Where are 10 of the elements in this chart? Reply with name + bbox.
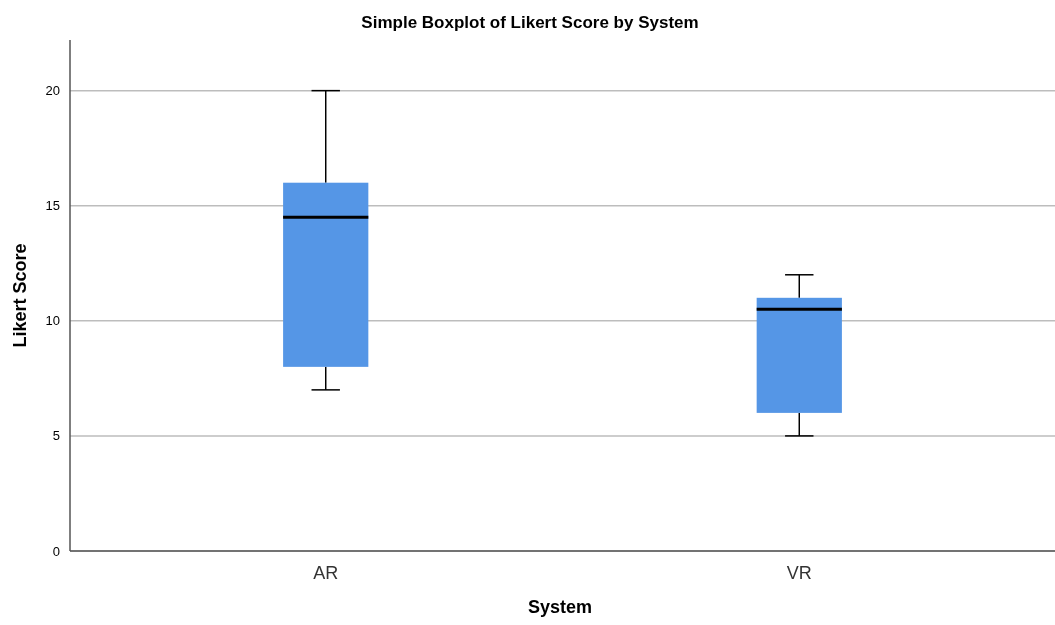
y-tick-label: 15 <box>45 198 60 214</box>
y-axis-title: Likert Score <box>10 243 30 348</box>
y-tick-label: 5 <box>52 428 60 444</box>
y-tick-label: 20 <box>45 83 60 99</box>
x-tick-label: AR <box>313 563 339 583</box>
y-tick-label: 0 <box>52 543 60 559</box>
x-tick-label: VR <box>786 563 812 583</box>
y-tick-label: 10 <box>45 313 60 329</box>
x-axis-title: System <box>527 597 593 617</box>
chart-title: Simple Boxplot of Likert Score by System <box>361 13 699 32</box>
